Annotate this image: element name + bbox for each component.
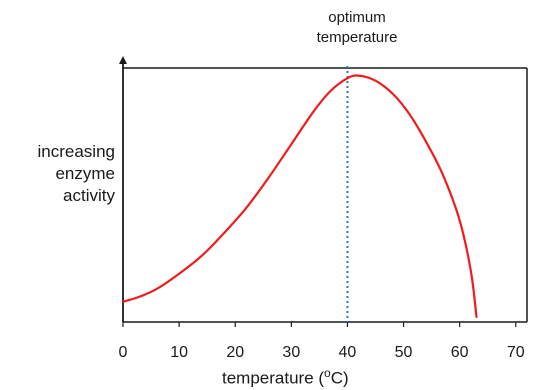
y-axis-label-line-3: activity: [63, 186, 115, 205]
y-axis-label-line-2: enzyme: [55, 164, 115, 183]
y-axis-label-line-1: increasing: [37, 142, 116, 161]
x-tick-label: 70: [507, 344, 525, 361]
x-tick-label: 50: [395, 344, 413, 361]
y-axis-label: increasing enzyme activity: [0, 141, 116, 207]
enzyme-activity-curve: [121, 74, 478, 319]
x-tick-label: 10: [170, 344, 188, 361]
x-tick-label: 30: [282, 344, 300, 361]
x-axis-label-prefix: temperature (: [222, 368, 325, 388]
x-tick-label: 60: [451, 344, 469, 361]
x-axis-label-suffix: C): [330, 368, 349, 388]
x-axis-label: temperature (oC): [222, 362, 349, 390]
x-tick-label: 0: [119, 344, 128, 361]
annotation-line-2: temperature: [316, 29, 398, 46]
optimum-annotation: optimum temperature: [298, 8, 416, 48]
y-axis-arrow: [119, 56, 127, 64]
x-axis-label-degree: o: [324, 366, 331, 380]
x-tick-label: 40: [339, 344, 357, 361]
annotation-line-1: optimum: [328, 9, 386, 26]
x-tick-label: 20: [226, 344, 244, 361]
